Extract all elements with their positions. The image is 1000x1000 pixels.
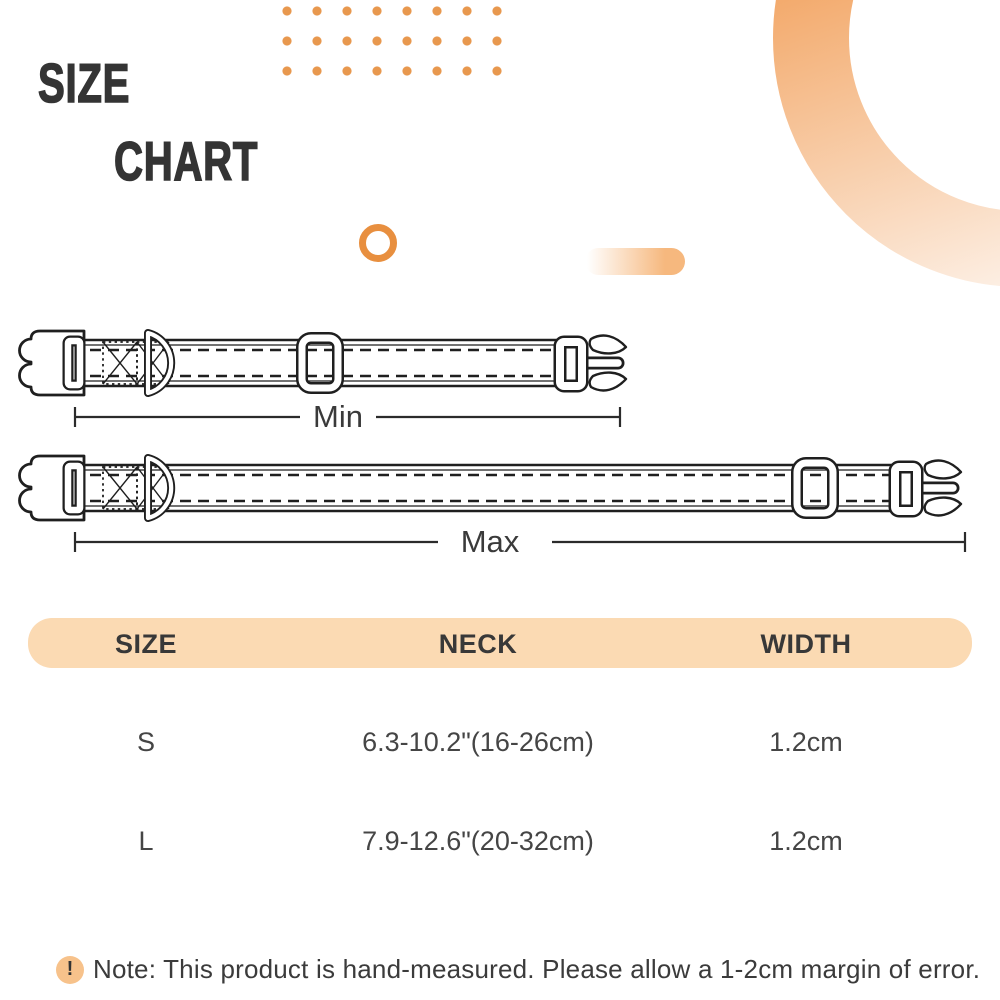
ring-decoration-large (773, 0, 1000, 286)
collar-diagram: Min Max (0, 300, 1000, 559)
page-title-line2: CHART (113, 130, 259, 192)
cell-size: S (136, 727, 156, 757)
cell-width: 1.2cm (769, 727, 843, 757)
column-header-neck: NECK (438, 629, 518, 659)
dot-grid-decoration (272, 0, 508, 86)
cell-neck: 7.9-12.6"(20-32cm) (362, 826, 594, 856)
max-dimension-label: Max (461, 524, 520, 559)
table-header-bar (28, 618, 972, 668)
note-text: Note: This product is hand-measured. Ple… (93, 954, 981, 984)
ring-decoration-small (359, 224, 397, 262)
cell-size: L (138, 826, 154, 856)
max-dimension-line (73, 532, 967, 552)
cell-neck: 6.3-10.2"(16-26cm) (362, 727, 594, 757)
cell-width: 1.2cm (769, 826, 843, 856)
column-header-size: SIZE (114, 629, 178, 659)
min-dimension-label: Min (313, 399, 363, 434)
column-header-width: WIDTH (760, 629, 852, 659)
min-dimension-line (73, 407, 622, 427)
pill-decoration (585, 248, 685, 275)
page-title-line1: SIZE (37, 52, 131, 114)
measurement-note: ! Note: This product is hand-measured. P… (56, 954, 980, 985)
collar-max-strap (80, 463, 895, 513)
exclamation-icon: ! (56, 955, 84, 984)
